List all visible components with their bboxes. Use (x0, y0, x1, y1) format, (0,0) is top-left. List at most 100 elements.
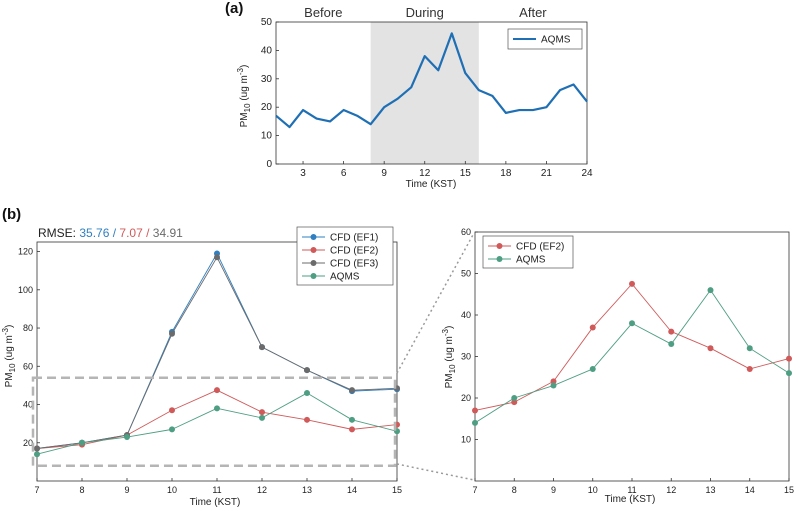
legend-label-aqms: AQMS (541, 35, 571, 46)
data-point-aqms (472, 419, 478, 426)
panel-b-label: (b) (2, 206, 21, 223)
x-tick-label: 12 (419, 168, 431, 179)
legend-label-cfd-ef3: CFD (EF3) (330, 259, 378, 270)
x-tick-label: 14 (745, 485, 755, 495)
y-tick-label: 40 (261, 45, 273, 56)
zoom-connector-bottom (396, 463, 475, 481)
data-point-aqms (629, 320, 635, 327)
data-point-cfd-ef2 (259, 409, 265, 416)
series-line-aqms (474, 289, 790, 424)
rmse-text: RMSE: 35.76 / 7.07 / 34.91 (38, 226, 183, 240)
x-tick-label: 11 (627, 485, 636, 495)
x-tick-label: 6 (341, 168, 347, 179)
series-line-cfd-ef3 (36, 256, 398, 449)
x-tick-label: 15 (392, 485, 402, 495)
y-tick-label: 40 (23, 400, 33, 410)
x-tick-label: 13 (705, 485, 715, 495)
y-tick-label: 60 (461, 227, 471, 237)
legend-marker-cfd-ef1 (310, 234, 317, 240)
data-point-aqms (34, 451, 40, 458)
x-tick-label: 7 (34, 485, 39, 495)
legend-box (507, 28, 583, 50)
x-tick-label: 12 (257, 485, 267, 495)
data-point-cfd-ef2 (668, 328, 675, 335)
panel-b-right-ylabel: PM10 (ug m-3) (441, 326, 457, 389)
legend-marker-cfd-ef3 (310, 260, 317, 266)
zoom-connector-top (396, 232, 475, 374)
legend-marker-aqms (310, 273, 317, 279)
data-point-cfd-ef2 (169, 407, 175, 414)
data-point-cfd-ef2 (472, 407, 478, 414)
legend-marker-cfd-ef2 (310, 247, 317, 253)
x-tick-label: 24 (581, 168, 593, 179)
period-label-after: After (519, 5, 547, 20)
y-tick-label: 30 (461, 352, 471, 362)
y-tick-label: 100 (18, 285, 33, 295)
legend-label-cfd-ef2: CFD (EF2) (330, 246, 378, 257)
panel-b-left-ylabel: PM10 (ug m-3) (1, 325, 17, 388)
panel-a-axes (275, 21, 588, 165)
legend-label-aqms: AQMS (516, 255, 546, 266)
panel-b-right-axes (474, 231, 790, 482)
legend-marker-aqms (496, 256, 503, 262)
series-line-cfd-ef2 (36, 389, 398, 449)
panel-a: (a) Before During After 3 6 9 12 15 18 21 24 0 10 20… (225, 0, 593, 190)
data-point-cfd-ef2 (550, 378, 557, 385)
data-point-cfd-ef3 (349, 387, 355, 394)
rmse-ef2: 7.07 (119, 226, 143, 240)
x-tick-label: 10 (167, 485, 177, 495)
y-tick-label: 20 (261, 102, 273, 113)
period-label-during: During (406, 5, 444, 20)
data-point-aqms (214, 405, 220, 412)
panel-a-xlabel: Time (KST) (406, 179, 457, 190)
data-point-cfd-ef2 (707, 345, 714, 352)
data-point-aqms (79, 439, 85, 446)
x-tick-label: 9 (381, 168, 387, 179)
period-label-before: Before (304, 5, 342, 20)
data-point-aqms (668, 341, 675, 348)
y-tick-label: 10 (461, 435, 471, 445)
x-tick-label: 15 (460, 168, 472, 179)
panel-b-right: 7 8 9 10 11 12 13 14 15 10 20 30 40 50 60 CFD (EF2) AQM… (441, 227, 794, 505)
x-tick-label: 9 (551, 485, 556, 495)
during-period-shading (370, 22, 479, 164)
legend-label-cfd-ef2: CFD (EF2) (516, 242, 564, 253)
x-tick-label: 21 (541, 168, 553, 179)
data-point-cfd-ef2 (214, 387, 220, 394)
x-tick-label: 11 (212, 485, 221, 495)
data-point-aqms (707, 287, 714, 294)
rmse-ef3: 34.91 (153, 226, 183, 240)
data-point-aqms (511, 395, 518, 401)
y-tick-label: 120 (18, 247, 33, 257)
x-tick-label: 9 (124, 485, 129, 495)
panel-b-left-xlabel: Time (KST) (190, 497, 241, 508)
data-point-aqms (786, 370, 792, 377)
y-tick-label: 0 (266, 159, 272, 170)
y-tick-label: 50 (261, 17, 273, 28)
rmse-ef1: 35.76 (79, 226, 109, 240)
panel-a-ylabel: PM10 (ug m-3) (236, 65, 252, 128)
y-tick-label: 20 (23, 438, 33, 448)
x-tick-label: 10 (588, 485, 598, 495)
y-tick-label: 10 (261, 131, 273, 142)
x-tick-label: 8 (79, 485, 84, 495)
data-point-cfd-ef2 (629, 280, 635, 287)
legend-label-cfd-ef1: CFD (EF1) (330, 233, 378, 244)
legend-box (482, 235, 574, 269)
data-point-aqms (124, 434, 130, 441)
zoom-box (31, 376, 397, 467)
data-point-aqms (589, 365, 596, 372)
legend-label-aqms: AQMS (330, 272, 360, 283)
x-tick-label: 18 (500, 168, 512, 179)
data-point-cfd-ef3 (259, 344, 265, 351)
x-tick-label: 3 (300, 168, 306, 179)
legend-marker-cfd-ef2 (496, 243, 503, 249)
data-point-aqms (304, 390, 310, 397)
data-point-aqms (169, 426, 175, 433)
series-line-cfd-ef2 (474, 283, 790, 411)
data-point-cfd-ef2 (786, 355, 792, 362)
panel-b-right-xlabel: Time (KST) (605, 494, 656, 505)
data-point-cfd-ef2 (746, 365, 753, 372)
data-point-cfd-ef2 (304, 416, 310, 423)
